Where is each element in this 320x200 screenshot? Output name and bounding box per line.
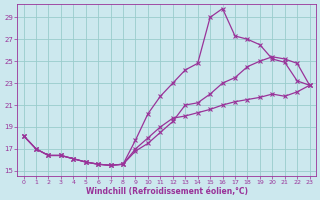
X-axis label: Windchill (Refroidissement éolien,°C): Windchill (Refroidissement éolien,°C) <box>85 187 248 196</box>
